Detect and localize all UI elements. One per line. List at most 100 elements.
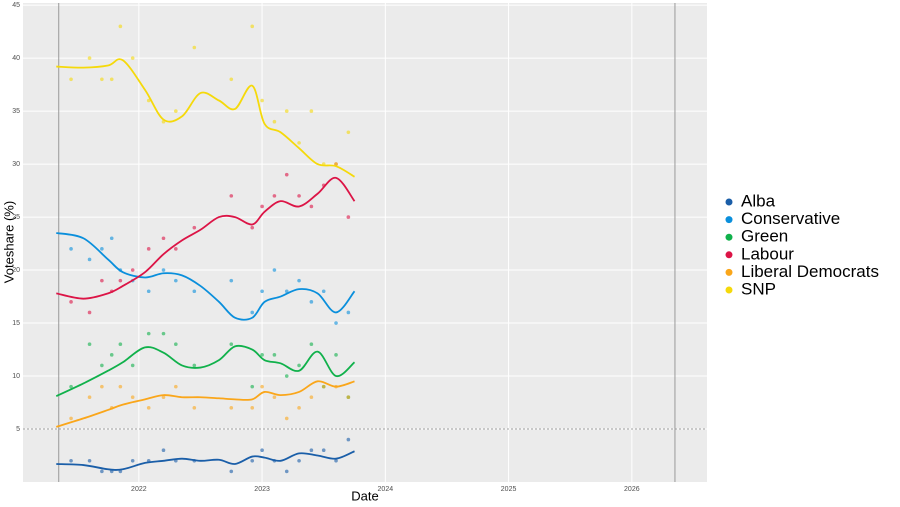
legend-swatch (725, 268, 733, 276)
poll-point (346, 130, 351, 135)
poll-point (272, 395, 277, 400)
poll-point (272, 353, 277, 357)
poll-point (161, 448, 166, 453)
poll-point (87, 56, 92, 60)
poll-point (250, 225, 255, 230)
poll-point (250, 310, 255, 315)
legend-swatch (725, 286, 733, 294)
poll-point (334, 321, 338, 325)
y-tick-label: 15 (12, 320, 20, 327)
poll-point (250, 459, 255, 463)
x-tick-label: 2022 (131, 486, 147, 493)
poll-point (321, 289, 326, 294)
poll-point (250, 384, 255, 389)
legend-label: Labour (741, 244, 794, 263)
poll-point (174, 109, 178, 113)
poll-point (69, 459, 73, 463)
poll-point (130, 268, 135, 272)
poll-point (284, 416, 289, 421)
poll-point (321, 384, 326, 389)
x-axis-title: Date (351, 488, 378, 503)
poll-point (100, 469, 104, 474)
poll-point (346, 395, 351, 400)
poll-point (174, 342, 178, 347)
poll-point (284, 374, 289, 378)
poll-point (87, 257, 92, 262)
poll-point (297, 363, 301, 368)
trend-line (56, 380, 355, 428)
poll-point (130, 56, 135, 60)
poll-point (309, 300, 314, 304)
poll-point (161, 395, 166, 400)
poll-point (284, 172, 289, 177)
poll-point (229, 77, 234, 82)
poll-point (309, 448, 314, 453)
poll-point (260, 98, 264, 103)
poll-point (87, 459, 92, 463)
poll-point (118, 384, 123, 389)
y-tick-label: 45 (12, 2, 20, 9)
y-tick-label: 35 (12, 108, 20, 115)
poll-point (284, 109, 289, 113)
legend-swatch (725, 198, 733, 206)
poll-point (272, 119, 277, 124)
poll-point (229, 278, 234, 283)
poll-point (192, 406, 197, 410)
poll-point (100, 363, 104, 368)
poll-point (309, 109, 314, 113)
poll-point (109, 77, 114, 82)
trend-line (56, 176, 356, 300)
poll-point (260, 204, 264, 209)
y-tick-label: 10 (12, 373, 20, 380)
poll-point (130, 459, 135, 463)
poll-point (334, 459, 338, 463)
legend-swatch (725, 216, 733, 224)
legend-label: Conservative (741, 209, 840, 228)
legend-label: SNP (741, 279, 776, 298)
poll-point (174, 278, 178, 283)
poll-point (100, 77, 104, 82)
poll-point (321, 448, 326, 453)
poll-point (69, 416, 73, 421)
panel (23, 3, 707, 482)
legend-swatch (725, 233, 733, 241)
y-tick-label: 25 (12, 214, 20, 221)
poll-point (161, 268, 166, 272)
poll-point (297, 278, 301, 283)
legend-label: Liberal Democrats (741, 262, 879, 281)
poll-point (87, 310, 92, 315)
poll-point (130, 395, 135, 400)
poll-point (146, 331, 151, 336)
poll-point (309, 204, 314, 209)
poll-point (109, 353, 114, 357)
poll-point (284, 289, 289, 294)
poll-point (229, 406, 234, 410)
poll-point (192, 225, 197, 230)
y-tick-label: 20 (12, 267, 20, 274)
poll-point (146, 98, 151, 103)
poll-point (146, 289, 151, 294)
legend-label: Alba (741, 191, 776, 210)
poll-point (229, 342, 234, 347)
poll-point (229, 469, 234, 474)
poll-point (87, 395, 92, 400)
trend-line (55, 344, 356, 397)
poll-point (229, 194, 234, 198)
poll-point (192, 289, 197, 294)
poll-point (260, 448, 264, 453)
poll-point (69, 77, 73, 82)
poll-point (250, 406, 255, 410)
poll-point (118, 24, 123, 29)
poll-point (309, 342, 314, 347)
poll-point (69, 384, 73, 389)
poll-point (100, 384, 104, 389)
legend-swatch (725, 251, 733, 259)
poll-point (130, 363, 135, 368)
poll-point (334, 353, 338, 357)
poll-point (272, 268, 277, 272)
poll-point (69, 247, 73, 251)
x-tick-label: 2024 (378, 486, 394, 493)
y-tick-label: 5 (16, 426, 20, 433)
legend-label: Green (741, 227, 788, 246)
